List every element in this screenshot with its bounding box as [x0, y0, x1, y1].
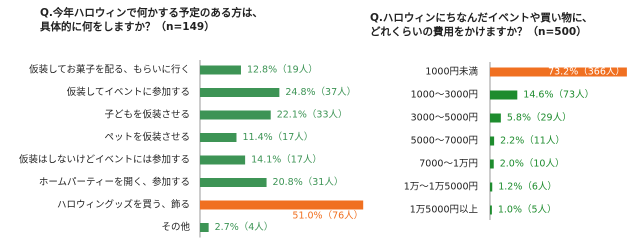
- bar: [200, 133, 237, 142]
- bar: [490, 67, 627, 77]
- category-label: その他: [161, 221, 190, 233]
- bar: [200, 88, 280, 97]
- value-label: 14.1%（17人）: [251, 154, 322, 166]
- value-label: 20.8%（31人）: [273, 176, 344, 188]
- value-label: 1.2%（6人）: [498, 181, 557, 193]
- value-label: 24.8%（37人）: [285, 86, 356, 98]
- chart-title: Q.今年ハロウィンで何かする予定のある方は、: [40, 6, 263, 19]
- bar: [490, 205, 492, 215]
- category-label: 1000～3000円: [411, 90, 478, 101]
- value-label: 22.1%（33人）: [277, 109, 348, 121]
- value-label: 51.0%（76人）: [292, 210, 363, 222]
- value-label: 73.2%（366人）: [548, 66, 625, 78]
- bar: [490, 136, 495, 146]
- category-label: 5000～7000円: [411, 136, 478, 147]
- bar: [490, 182, 493, 192]
- category-label: ホームパーティーを開く、参加する: [39, 176, 190, 188]
- chart-title: Q.ハロウィンにちなんだイベントや買い物に、: [370, 11, 593, 24]
- chart-title: 具体的に何をしますか？（n=149）: [39, 20, 215, 33]
- category-label: 7000～1万円: [419, 159, 478, 170]
- category-label: 仮装はしないけどイベントには参加する: [19, 154, 190, 166]
- category-label: 仮装してイベントに参加する: [67, 86, 190, 98]
- value-label: 5.8%（29人）: [507, 112, 572, 124]
- bar: [200, 110, 271, 120]
- category-label: 3000～5000円: [411, 113, 478, 124]
- bar: [200, 178, 267, 187]
- category-label: ペットを仮装させる: [104, 131, 190, 143]
- value-label: 2.2%（11人）: [500, 135, 565, 147]
- bar: [200, 65, 241, 75]
- category-label: ハロウィングッズを買う、飾る: [57, 199, 190, 211]
- value-label: 1.0%（5人）: [498, 204, 557, 216]
- category-label: 1万5000円以上: [410, 205, 479, 216]
- bar: [490, 113, 501, 123]
- chart-title: どれくらいの費用をかけますか？（n=500）: [370, 25, 587, 38]
- category-label: 1000円未満: [425, 66, 478, 78]
- bar: [490, 90, 518, 100]
- value-label: 14.6%（73人）: [523, 89, 594, 101]
- value-label: 11.4%（17人）: [242, 131, 313, 143]
- value-label: 2.0%（10人）: [500, 158, 565, 170]
- bar: [200, 200, 364, 210]
- category-label: 仮装してお菓子を配る、もらいに行く: [29, 64, 190, 76]
- bar: [200, 155, 246, 165]
- bar: [490, 159, 494, 169]
- category-label: 1万～1万5000円: [404, 182, 478, 193]
- bar: [200, 223, 209, 232]
- category-label: 子どもを仮装させる: [104, 109, 190, 121]
- value-label: 12.8%（19人）: [247, 64, 318, 76]
- value-label: 2.7%（4人）: [215, 221, 274, 233]
